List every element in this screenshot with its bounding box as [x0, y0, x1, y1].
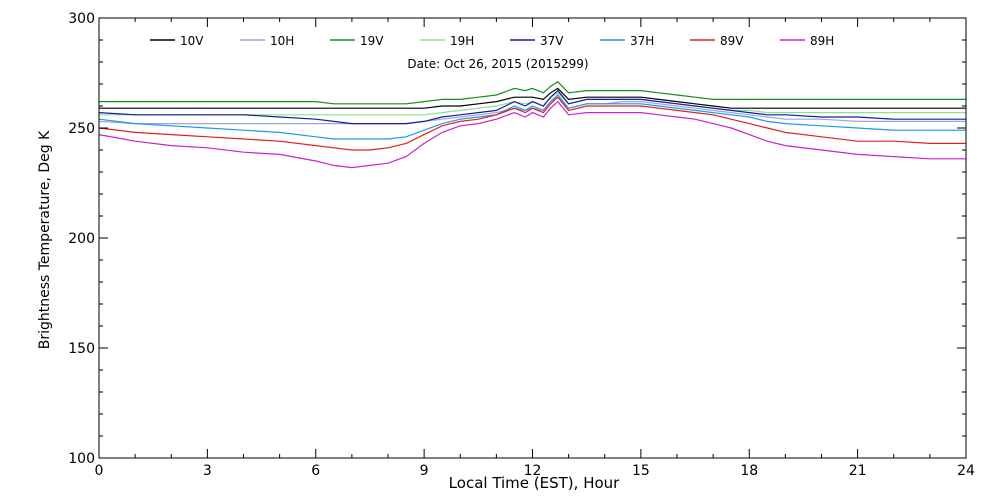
- legend-item-10v: 10V: [150, 34, 204, 48]
- series-line-19h: [99, 92, 966, 116]
- legend-label: 37H: [630, 34, 654, 48]
- legend-label: 10H: [270, 34, 294, 48]
- y-tick-label: 200: [68, 231, 95, 247]
- x-tick-label: 18: [740, 463, 758, 479]
- legend-label: 10V: [180, 34, 204, 48]
- legend-item-89h: 89H: [780, 34, 834, 48]
- series-line-10v: [99, 87, 966, 109]
- legend-label: 89H: [810, 34, 834, 48]
- legend-item-19h: 19H: [420, 34, 474, 48]
- x-tick-label: 9: [420, 463, 429, 479]
- chart-title: Date: Oct 26, 2015 (2015299): [407, 57, 588, 71]
- y-axis-label: Brightness Temperature, Deg K: [37, 130, 53, 349]
- x-tick-label: 15: [632, 463, 650, 479]
- legend-item-19v: 19V: [330, 34, 384, 48]
- legend-label: 19H: [450, 34, 474, 48]
- series-line-89v: [98, 96, 966, 151]
- legend-item-89v: 89V: [690, 34, 744, 48]
- y-tick-label: 150: [68, 341, 95, 357]
- series-line-37h: [98, 94, 966, 140]
- plot-frame: [98, 17, 967, 459]
- y-tick-label: 100: [68, 451, 95, 467]
- y-tick-label: 250: [68, 121, 95, 137]
- series-line-37v: [98, 89, 966, 125]
- series-line-19v: [99, 81, 966, 105]
- x-tick-label: 21: [849, 463, 867, 479]
- series-line-89h: [98, 100, 966, 169]
- x-tick-label: 3: [203, 463, 212, 479]
- legend-label: 37V: [540, 34, 564, 48]
- x-tick-label: 12: [524, 463, 542, 479]
- x-axis-label: Local Time (EST), Hour: [449, 474, 620, 492]
- x-tick-label: 24: [957, 463, 975, 479]
- legend-item-37h: 37H: [600, 34, 654, 48]
- x-tick-label: 6: [311, 463, 320, 479]
- legend-label: 19V: [360, 34, 384, 48]
- y-tick-label: 300: [68, 11, 95, 27]
- legend-item-10h: 10H: [240, 34, 294, 48]
- legend-item-37v: 37V: [510, 34, 564, 48]
- legend-label: 89V: [720, 34, 744, 48]
- x-tick-label: 0: [95, 463, 104, 479]
